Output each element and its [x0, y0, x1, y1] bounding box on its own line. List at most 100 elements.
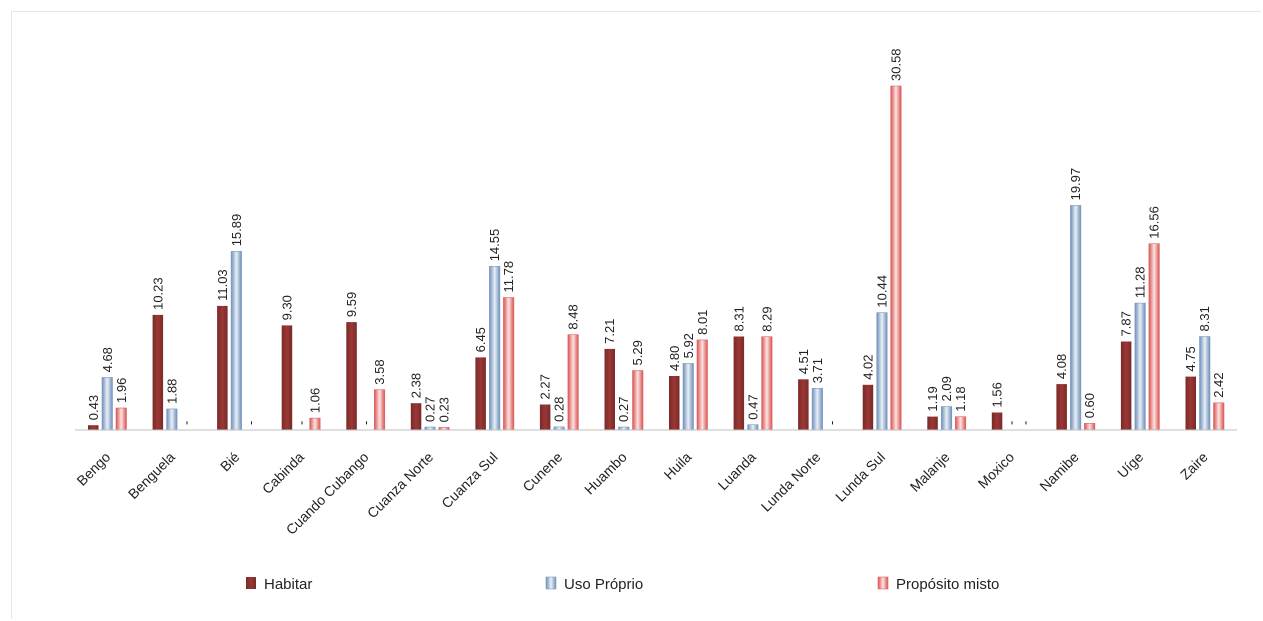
value-label-proposito-misto-uige: 16.56: [1147, 206, 1162, 239]
value-label-proposito-misto-moxico: -: [1018, 421, 1033, 425]
value-label-habitar-bie: 11.03: [215, 269, 230, 301]
bar-uso-proprio-benguela: [166, 408, 178, 430]
value-label-proposito-misto-bengo: 1.96: [114, 378, 129, 403]
bar-uso-proprio-lunda-sul: [876, 312, 888, 430]
legend-label-uso-proprio: Uso Próprio: [564, 576, 643, 593]
value-label-proposito-misto-zaire: 2.42: [1211, 372, 1226, 397]
bar-uso-proprio-uige: [1134, 303, 1146, 430]
value-label-habitar-uige: 7.87: [1119, 311, 1134, 336]
chart-frame: [11, 11, 1261, 619]
category-label-luanda: Luanda: [715, 449, 759, 493]
bar-proposito-misto-zaire: [1213, 402, 1224, 430]
category-label-huambo: Huambo: [581, 449, 630, 498]
value-label-habitar-cuando-cubango: 9.59: [344, 292, 359, 317]
value-label-habitar-cuanza-sul: 6.45: [473, 327, 488, 352]
value-label-habitar-luanda: 8.31: [731, 306, 746, 331]
value-label-habitar-moxico: 1.56: [990, 382, 1005, 407]
legend-swatch-outline-proposito-misto: [877, 576, 889, 590]
category-label-cabinda: Cabinda: [259, 449, 307, 497]
value-label-habitar-huila: 4.80: [667, 346, 682, 371]
bar-habitar-luanda: [733, 336, 745, 430]
value-label-habitar-cabinda: 9.30: [279, 295, 294, 320]
category-label-lunda-norte: Lunda Norte: [758, 449, 824, 515]
bar-habitar-moxico: [991, 412, 1003, 430]
value-label-proposito-misto-cunene: 8.48: [566, 304, 581, 329]
bar-uso-proprio-malanje: [941, 406, 952, 430]
category-label-huila: Huila: [661, 449, 695, 483]
bar-uso-proprio-cunene: [553, 426, 565, 430]
value-label-proposito-misto-lunda-norte: -: [824, 421, 839, 425]
value-label-uso-proprio-zaire: 8.31: [1197, 306, 1212, 331]
bar-uso-proprio-lunda-norte: [812, 388, 823, 430]
value-label-uso-proprio-lunda-sul: 10.44: [874, 275, 889, 308]
value-label-uso-proprio-lunda-norte: 3.71: [810, 358, 825, 383]
category-label-bengo: Bengo: [73, 449, 113, 489]
value-labels-layer: 0.43 4.68 1.96 10.23 1.88 - 11.03 15.89 - 9.30 - 1.…: [86, 48, 1226, 425]
value-label-uso-proprio-bie: 15.89: [229, 214, 244, 247]
value-label-proposito-misto-cuando-cubango: 3.58: [372, 359, 387, 384]
legend-swatch-habitar: [246, 577, 256, 589]
bar-proposito-misto-uige: [1148, 243, 1160, 430]
value-label-uso-proprio-huila: 5.92: [681, 333, 696, 358]
bar-habitar-malanje: [927, 416, 938, 430]
category-label-malanje: Malanje: [907, 449, 953, 495]
bar-habitar-huila: [669, 376, 680, 430]
category-label-namibe: Namibe: [1036, 449, 1082, 495]
category-label-moxico: Moxico: [975, 449, 1018, 492]
bar-proposito-misto-huila: [697, 339, 708, 430]
bar-habitar-zaire: [1185, 376, 1196, 430]
value-label-habitar-lunda-norte: 4.51: [796, 349, 811, 374]
bar-proposito-misto-cabinda: [309, 418, 321, 430]
bar-proposito-misto-cunene: [567, 334, 579, 430]
category-label-benguela: Benguela: [125, 449, 178, 502]
bar-habitar-cuanza-sul: [475, 357, 486, 430]
value-label-proposito-misto-cuanza-sul: 11.78: [501, 261, 516, 293]
value-label-proposito-misto-huambo: 5.29: [630, 340, 645, 365]
category-label-uige: Uíge: [1114, 449, 1146, 481]
bar-proposito-misto-cuanza-sul: [503, 297, 514, 430]
bar-habitar-lunda-norte: [798, 379, 809, 430]
value-label-proposito-misto-benguela: -: [178, 421, 193, 425]
value-label-uso-proprio-huambo: 0.27: [616, 397, 631, 422]
value-label-uso-proprio-cuando-cubango: -: [358, 421, 373, 425]
bar-habitar-uige: [1120, 341, 1132, 430]
value-label-habitar-cunene: 2.27: [538, 374, 553, 399]
legend-swatch-outline-uso-proprio: [545, 576, 557, 590]
category-label-cuanza-norte: Cuanza Norte: [364, 449, 437, 522]
bar-habitar-huambo: [604, 348, 615, 430]
value-label-uso-proprio-cunene: 0.28: [552, 397, 567, 422]
category-label-lunda-sul: Lunda Sul: [832, 449, 888, 505]
category-label-cuanza-sul: Cuanza Sul: [438, 449, 501, 512]
value-label-proposito-misto-huila: 8.01: [695, 310, 710, 335]
bar-habitar-cuanza-norte: [410, 403, 422, 430]
value-label-habitar-zaire: 4.75: [1183, 346, 1198, 371]
bar-habitar-cabinda: [281, 325, 293, 430]
bar-uso-proprio-bie: [231, 251, 242, 430]
bar-proposito-misto-bengo: [116, 408, 127, 430]
value-label-uso-proprio-luanda: 0.47: [745, 394, 760, 419]
value-label-proposito-misto-malanje: 1.18: [953, 386, 968, 411]
value-label-habitar-bengo: 0.43: [86, 395, 101, 420]
value-label-uso-proprio-uige: 11.28: [1133, 267, 1148, 299]
bar-habitar-namibe: [1056, 384, 1067, 430]
value-label-habitar-huambo: 7.21: [602, 319, 617, 344]
value-label-proposito-misto-lunda-sul: 30.58: [888, 48, 903, 81]
value-label-habitar-malanje: 1.19: [925, 386, 940, 411]
value-label-uso-proprio-cuanza-norte: 0.27: [423, 397, 438, 422]
bar-uso-proprio-luanda: [747, 424, 759, 430]
bar-uso-proprio-bengo: [102, 377, 113, 430]
bar-proposito-misto-lunda-sul: [890, 86, 902, 430]
bar-proposito-misto-cuando-cubango: [374, 389, 385, 430]
value-label-uso-proprio-benguela: 1.88: [164, 379, 179, 404]
bar-proposito-misto-namibe: [1084, 423, 1095, 430]
bar-uso-proprio-cuanza-sul: [489, 266, 500, 430]
value-label-proposito-misto-cuanza-norte: 0.23: [437, 397, 452, 422]
bar-proposito-misto-cuanza-norte: [438, 427, 450, 430]
bar-proposito-misto-malanje: [955, 416, 966, 430]
bars-layer: [88, 85, 1225, 431]
category-label-zaire: Zaire: [1177, 449, 1211, 483]
value-label-habitar-lunda-sul: 4.02: [860, 354, 875, 379]
bar-habitar-benguela: [152, 314, 164, 430]
